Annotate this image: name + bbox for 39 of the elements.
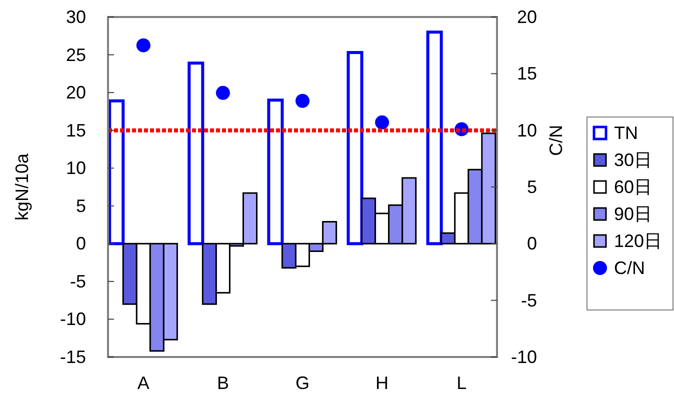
y-axis-title: kgN/10a [12, 152, 32, 221]
y2-tick-label: 0 [526, 234, 537, 254]
x-tick-label: L [456, 373, 467, 393]
legend-label: C/N [614, 258, 645, 278]
y2-axis-title: C/N [546, 124, 566, 156]
y-tick-label: 10 [66, 158, 86, 178]
point [375, 115, 390, 130]
legend-label: TN [614, 123, 638, 143]
y2-tick-label: -10 [510, 347, 537, 367]
y-tick-label: 0 [76, 234, 86, 254]
point [136, 38, 150, 52]
legend-label: 90日 [614, 204, 652, 224]
x-tick-label: B [216, 373, 229, 393]
bar [267, 98, 284, 246]
x-tick-label: A [137, 373, 150, 393]
x-tick-label: G [295, 373, 310, 393]
legend-label: 120日 [614, 231, 662, 251]
y-tick-label: 15 [66, 120, 86, 140]
y2-tick-label: 20 [516, 7, 537, 27]
y-tick-label: 5 [76, 196, 86, 216]
point [216, 86, 230, 100]
y2-tick-label: 10 [516, 120, 537, 140]
legend-label: 30日 [614, 150, 652, 170]
bar [188, 62, 204, 246]
y2-tick-label: 15 [516, 64, 537, 84]
point [296, 94, 310, 108]
y-tick-label: 30 [66, 7, 86, 27]
bar [426, 30, 443, 246]
legend-label: 60日 [614, 177, 652, 197]
y2-tick-label: 5 [526, 177, 537, 197]
y-tick-label: 20 [66, 82, 86, 103]
y-tick-label: -5 [70, 271, 86, 292]
bar [346, 51, 364, 246]
y2-tick-label: -5 [520, 290, 537, 310]
y-tick-label: -15 [60, 347, 86, 367]
x-tick-label: H [376, 373, 389, 393]
bar [108, 99, 125, 246]
y-tick-label: 25 [66, 44, 86, 65]
y-tick-label: -10 [60, 309, 86, 330]
